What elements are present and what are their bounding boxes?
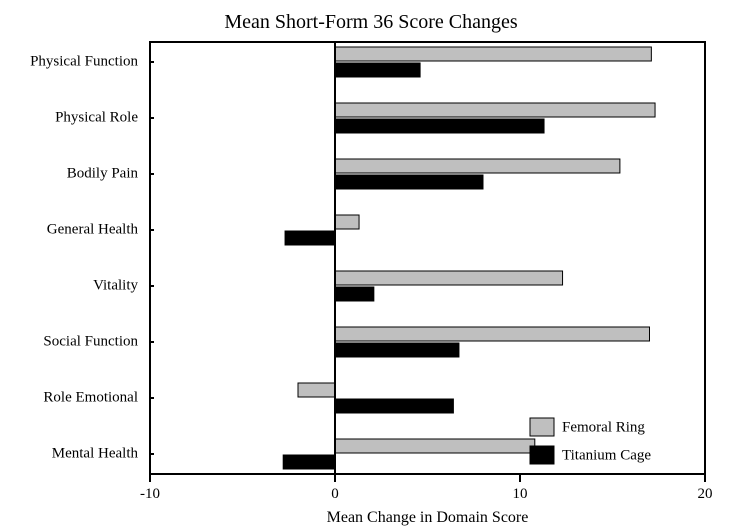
x-tick-label: 10 [513,486,528,502]
bar [283,455,335,469]
legend-label: Titanium Cage [562,448,651,464]
chart-svg: Mean Short-Form 36 Score Changes Physical… [0,0,742,532]
y-tick-label: Physical Role [55,109,138,125]
legend-swatch [530,418,554,436]
chart-container: Mean Short-Form 36 Score Changes Physical… [0,0,742,532]
y-tick-label: Social Function [43,333,138,349]
x-tick-label: 0 [331,486,339,502]
bar [298,383,335,397]
bar [335,271,563,285]
bar [335,343,459,357]
y-tick-label: Role Emotional [43,389,138,405]
y-tick-label: General Health [47,221,139,237]
x-tick-label: 20 [698,486,713,502]
bar [335,47,651,61]
x-tick-label: -10 [140,486,160,502]
bar [285,231,335,245]
bar [335,103,655,117]
bar [335,63,420,77]
bar [335,287,374,301]
bar [335,399,453,413]
bar [335,215,359,229]
y-tick-label: Mental Health [52,445,139,461]
legend-label: Femoral Ring [562,420,645,436]
y-tick-label: Physical Function [30,53,138,69]
y-tick-label: Vitality [93,277,138,293]
bar [335,327,650,341]
chart-title: Mean Short-Form 36 Score Changes [224,11,518,33]
y-tick-label: Bodily Pain [67,165,139,181]
bar [335,159,620,173]
bar [335,175,483,189]
bar [335,119,544,133]
bar [335,439,535,453]
legend-swatch [530,446,554,464]
x-axis-label: Mean Change in Domain Score [327,509,529,526]
